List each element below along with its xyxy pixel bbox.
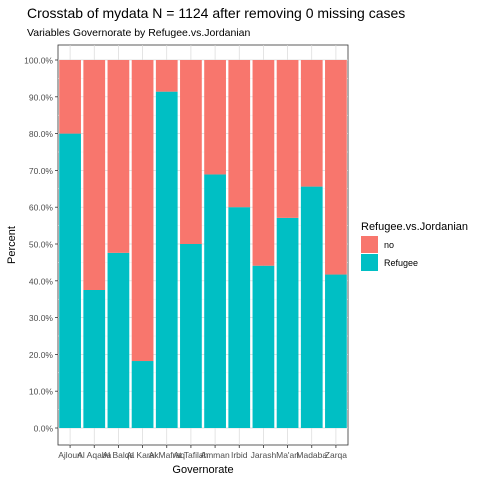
x-tick-label: Ajloun [58,450,82,460]
bars [59,60,347,428]
chart-title: Crosstab of mydata N = 1124 after removi… [27,5,405,21]
bar-refugee-ma-an [276,217,299,428]
x-tick-label: Amman [200,450,230,460]
bar-refugee-al-balqa [107,252,130,428]
y-tick-label: 90.0% [29,92,54,102]
y-tick-label: 100.0% [24,56,53,66]
y-axis-label: Percent [6,226,18,264]
x-tick-label: At Tafilah [174,450,209,460]
y-tick-label: 50.0% [29,240,54,250]
bar-no-al-aqaba [83,60,106,290]
bar-refugee-ajloun [59,133,81,428]
bar-refugee-al-mafraq [155,91,178,428]
bar-no-madaba [300,60,323,187]
x-tick-label: Al Karak [127,450,160,460]
legend-key-refugee [361,254,378,271]
legend-label-refugee: Refugee [384,258,418,268]
y-tick-label: 80.0% [29,129,54,139]
bar-refugee-jarash [252,265,275,428]
legend-title: Refugee.vs.Jordanian [361,221,468,233]
bar-no-zarqa [325,60,347,275]
bar-refugee-al-aqaba [83,290,106,428]
y-tick-label: 40.0% [29,276,54,286]
x-tick-label: Al Balqa [103,450,135,460]
y-tick-label: 0.0% [34,424,54,434]
y-tick-label: 70.0% [29,166,54,176]
bar-refugee-irbid [228,207,251,428]
bar-no-ma-an [276,60,299,218]
x-tick-label: Irbid [231,450,248,460]
bar-no-amman [204,60,226,175]
legend-key-no [361,236,378,253]
y-tick-label: 60.0% [29,203,54,213]
bar-refugee-amman [204,174,226,428]
bar-no-al-mafraq [155,60,178,92]
bar-no-jarash [252,60,275,266]
bar-refugee-zarqa [325,274,347,428]
x-tick-label: Madaba [296,450,327,460]
y-tick-label: 20.0% [29,350,54,360]
y-axis: 0.0% 10.0% 20.0% 30.0% 40.0% 50.0% 60.0% 70.0% 8… [24,56,58,434]
legend-label-no: no [384,240,394,250]
x-tick-label: Al Aqaba [77,450,111,460]
bar-no-al-balqa [107,60,130,253]
legend: Refugee.vs.Jordanian no Refugee [361,221,468,271]
x-axis-label: Governorate [172,464,233,476]
x-tick-label: Ma'an [276,450,299,460]
x-tick-label: Jarash [251,450,277,460]
bar-no-irbid [228,60,251,208]
bar-refugee-al-karak [131,361,154,428]
bar-no-al-karak [131,60,154,362]
chart-subtitle: Variables Governorate by Refugee.vs.Jord… [27,27,251,39]
y-tick-label: 10.0% [29,387,54,397]
bar-refugee-madaba [300,186,323,428]
plot-panel [57,44,349,446]
bar-refugee-at-tafilah [180,244,202,428]
x-tick-label: Al Mafraq [149,450,186,460]
bar-no-at-tafilah [180,60,202,244]
x-tick-label: Zarqa [325,450,347,460]
y-tick-label: 30.0% [29,313,54,323]
bar-no-ajloun [59,60,81,134]
